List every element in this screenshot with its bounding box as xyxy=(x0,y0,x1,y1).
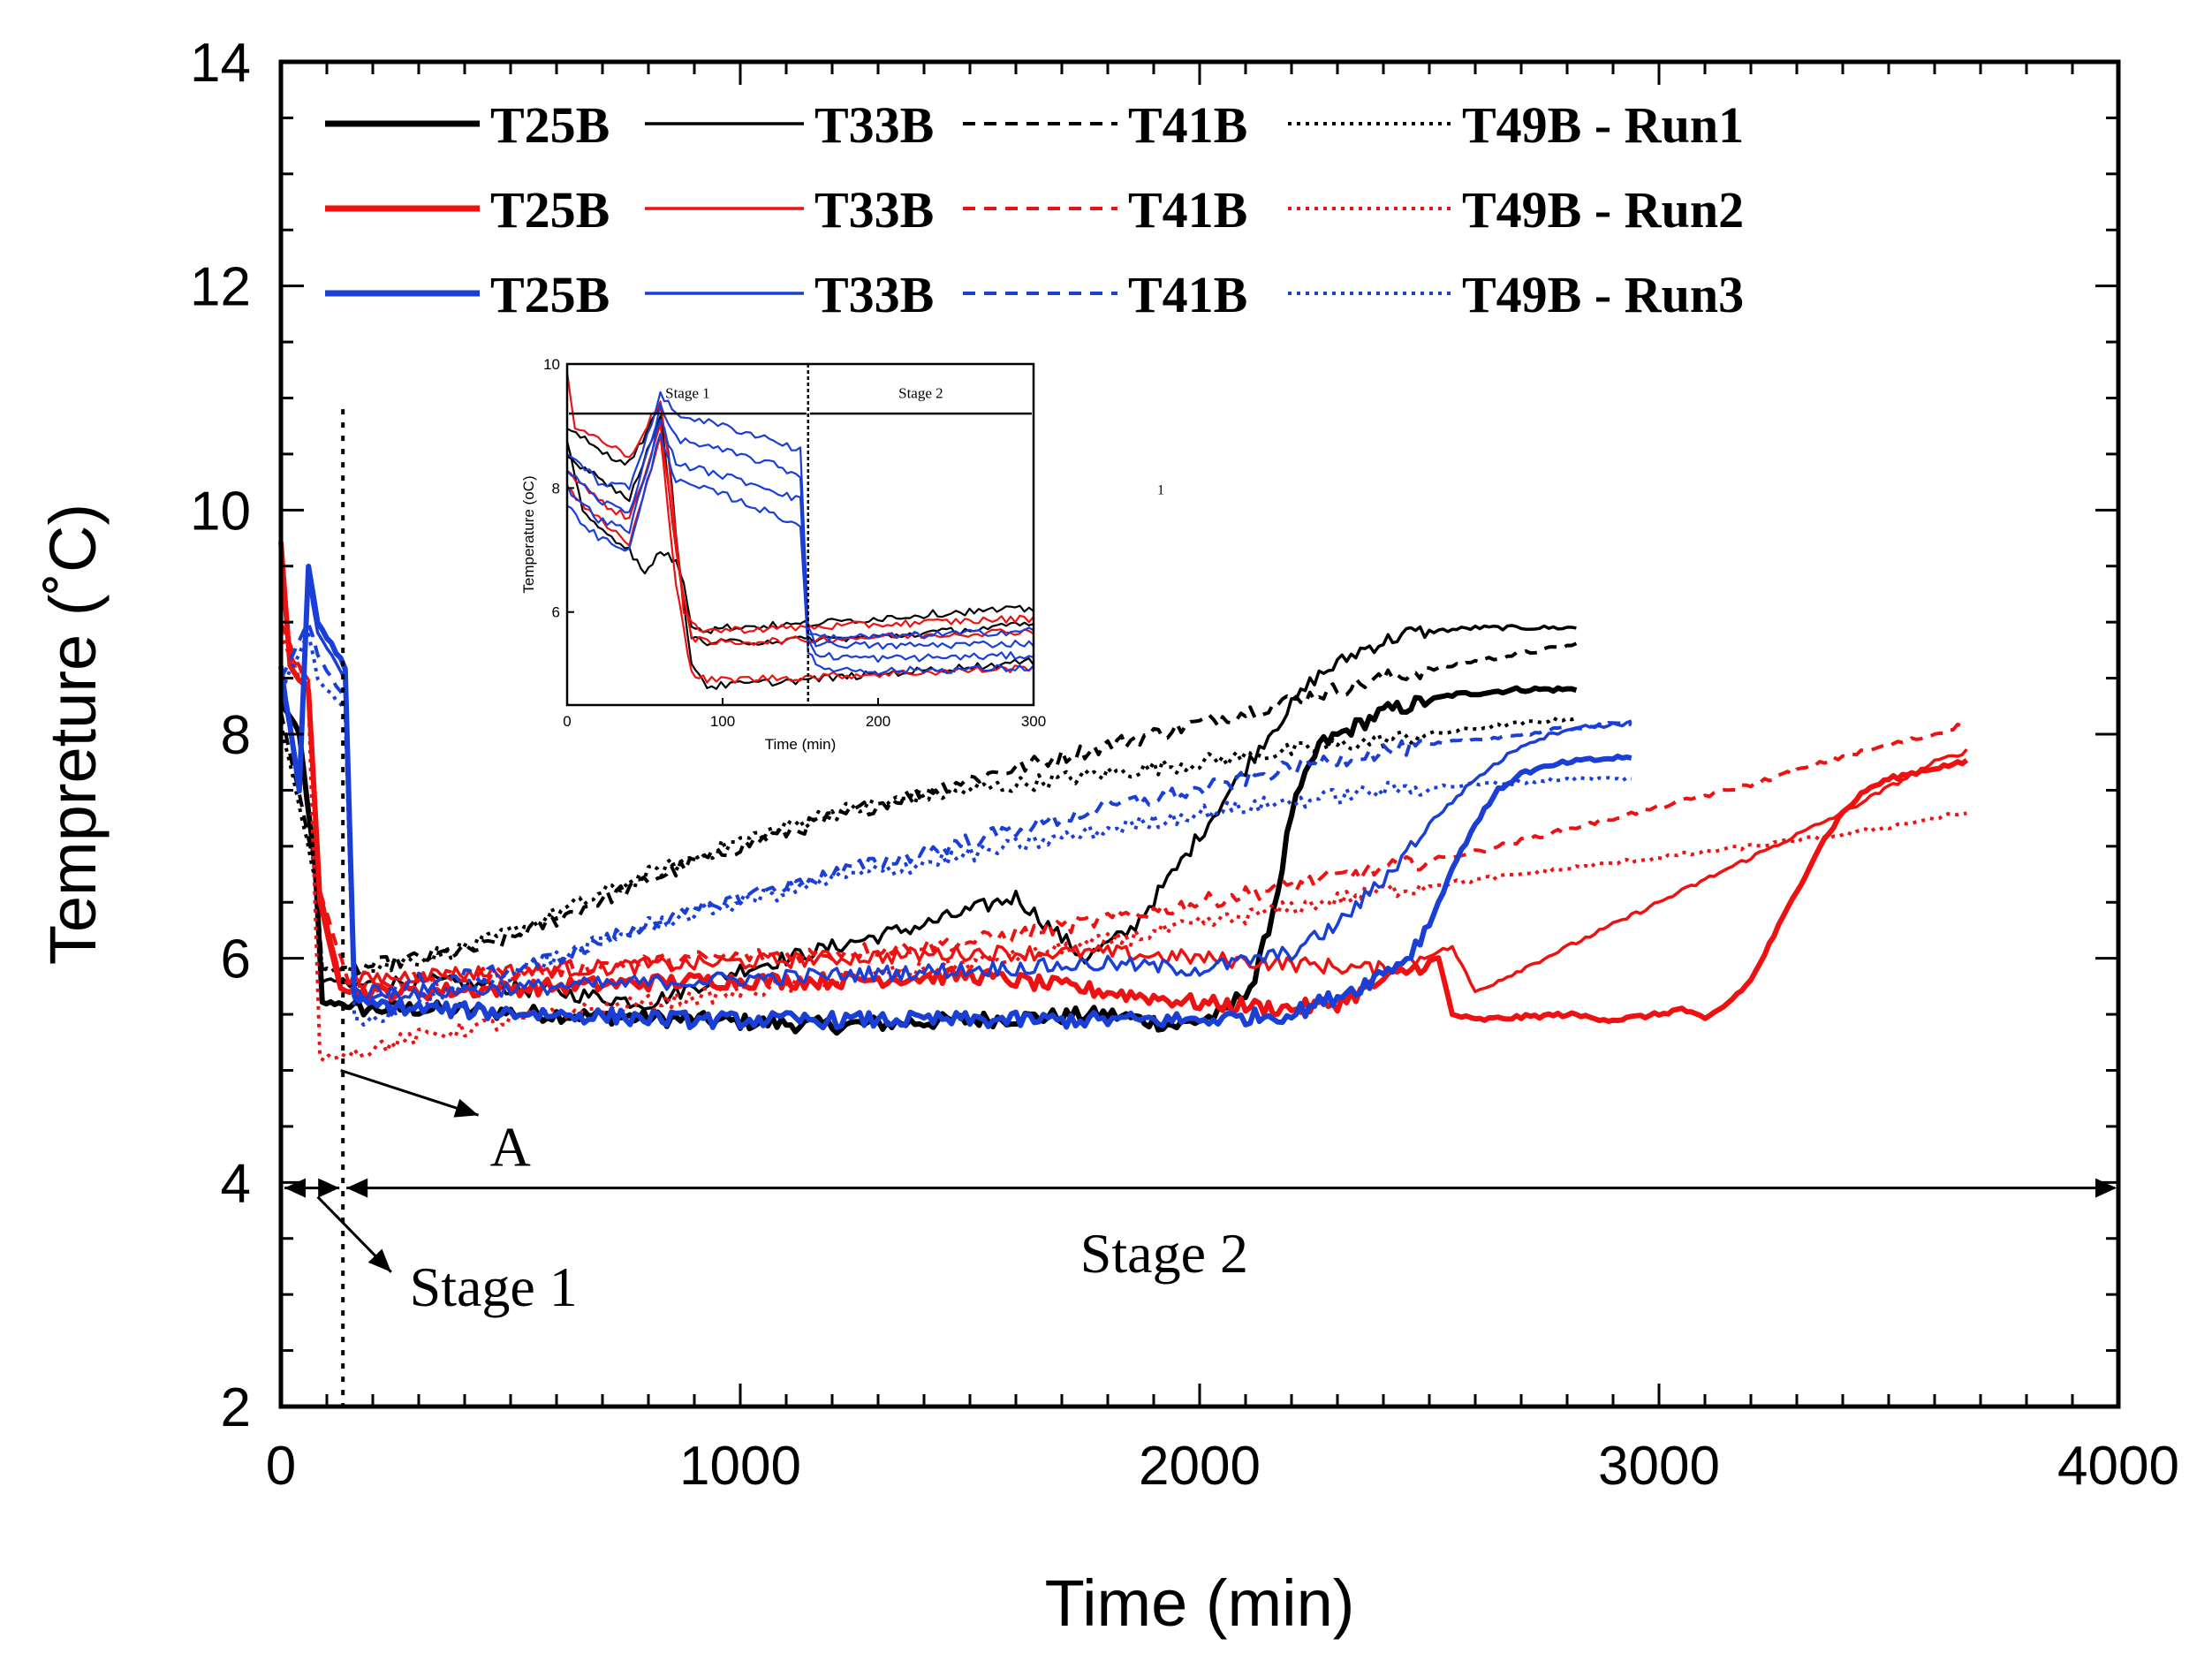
series-line-9 xyxy=(278,564,1632,1031)
stage1-arrowhead-left xyxy=(284,1178,306,1198)
inset-series-line-1 xyxy=(565,441,1034,634)
legend-label: T41B xyxy=(1128,266,1247,323)
series-line-3 xyxy=(279,641,1578,975)
inset-tick-layer: 0 100 200 300 6 8 10 xyxy=(543,356,1046,730)
inset-x-tick-label: 100 xyxy=(710,713,735,730)
point-a-pointer-head xyxy=(453,1098,479,1118)
x-tick-label: 0 xyxy=(266,1436,296,1497)
y-tick-label: 12 xyxy=(190,257,251,318)
series-line-11 xyxy=(279,621,1632,1005)
inset-series-line-10 xyxy=(566,432,1034,676)
inset-series-line-9 xyxy=(565,419,1034,664)
stage1-pointer-head xyxy=(367,1248,391,1272)
inset-x-tick-label: 300 xyxy=(1021,713,1046,730)
legend-label: T33B xyxy=(814,181,934,239)
inset-y-tick-label: 8 xyxy=(552,480,560,497)
inset-side-mark: 1 xyxy=(1157,482,1164,497)
stage2-arrowhead-left xyxy=(346,1178,368,1198)
series-line-12 xyxy=(279,633,1632,1027)
legend-label: T49B - Run3 xyxy=(1462,266,1744,323)
inset-y-axis-title: Temperature (oC) xyxy=(520,475,537,593)
series-layer xyxy=(278,533,1969,1063)
legend-label: T25B xyxy=(490,96,610,154)
y-tick-label: 8 xyxy=(221,705,251,766)
x-tick-label: 4000 xyxy=(2057,1436,2179,1497)
stage2-arrowhead-right xyxy=(2095,1178,2117,1198)
legend-label: T33B xyxy=(814,96,934,154)
x-tick-label: 3000 xyxy=(1598,1436,1720,1497)
inset-y-tick-label: 10 xyxy=(543,356,560,373)
y-tick-label: 6 xyxy=(221,929,251,990)
legend-label: T33B xyxy=(814,266,934,323)
inset-x-axis-title: Time (min) xyxy=(765,736,837,753)
inset-stage2-label: Stage 2 xyxy=(898,385,943,402)
inset-frame xyxy=(565,362,1035,707)
legend-label: T41B xyxy=(1128,96,1247,154)
y-tick-label: 2 xyxy=(221,1377,251,1438)
inset-x-tick-label: 200 xyxy=(866,713,890,730)
inset-stage1-label: Stage 1 xyxy=(665,385,710,402)
legend-label: T25B xyxy=(490,266,610,323)
inset-series-line-4 xyxy=(565,372,1034,634)
stage1-arrowhead-right xyxy=(318,1178,340,1198)
inset-series-line-7 xyxy=(566,391,1034,641)
y-tick-label: 4 xyxy=(221,1153,251,1214)
series-line-7 xyxy=(279,622,1968,993)
legend-label: T25B xyxy=(490,181,610,239)
point-a-pointer-arrow xyxy=(340,1069,480,1117)
x-axis-title: Time (min) xyxy=(1045,1566,1355,1640)
series-line-6 xyxy=(279,533,1968,994)
point-a-label: A xyxy=(490,1115,531,1178)
y-tick-label: 10 xyxy=(190,481,251,542)
inset-x-tick-label: 0 xyxy=(563,713,571,730)
stage-annotations: Stage 1 Stage 2 A xyxy=(284,409,2117,1407)
legend-label: T41B xyxy=(1128,181,1247,239)
stage1-label: Stage 1 xyxy=(410,1255,578,1318)
inset-series-line-8 xyxy=(566,402,1034,650)
legend-label: T49B - Run2 xyxy=(1462,181,1744,239)
inset-y-tick-label: 6 xyxy=(552,604,560,621)
inset-series-layer xyxy=(565,372,1034,690)
legend: T25B T33B T41B T49B - Run1 T25B T33B T41B T49B … xyxy=(325,96,1744,323)
x-tick-label: 2000 xyxy=(1139,1436,1261,1497)
inset-chart: 0 100 200 300 6 8 10 Stage 1 Stage 2 Time (min… xyxy=(520,356,1164,753)
x-tick-label: 1000 xyxy=(679,1436,801,1497)
y-tick-label: 14 xyxy=(190,33,251,94)
series-line-10 xyxy=(279,574,1632,1001)
legend-label: T49B - Run1 xyxy=(1462,96,1744,154)
stage2-label: Stage 2 xyxy=(1080,1222,1248,1285)
y-axis-title: Tempreture (˚C) xyxy=(36,504,110,965)
